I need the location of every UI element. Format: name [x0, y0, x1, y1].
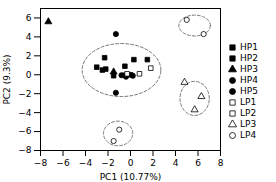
svg-text:−4: −4	[79, 158, 93, 168]
html-text:LP4: LP4	[240, 129, 257, 140]
svg-text:0: 0	[26, 70, 32, 80]
svg-text:−2: −2	[18, 89, 31, 99]
svg-text:4: 4	[26, 32, 32, 42]
html-text:HP1: HP1	[240, 41, 258, 52]
svg-text:−2: −2	[101, 158, 114, 168]
svg-text:6: 6	[26, 13, 32, 23]
svg-text:PC2 (9.3%): PC2 (9.3%)	[2, 54, 12, 104]
svg-text:−6: −6	[56, 158, 70, 168]
html-text:HP2: HP2	[240, 52, 258, 63]
html-text:HP5: HP5	[240, 85, 258, 96]
html-text:LP3: LP3	[240, 118, 257, 129]
svg-text:−6: −6	[18, 126, 32, 136]
svg-text:−4: −4	[18, 108, 32, 118]
svg-text:2: 2	[150, 158, 156, 168]
svg-text:4: 4	[173, 158, 179, 168]
html-text:LP1: LP1	[240, 96, 257, 107]
svg-text:2: 2	[26, 51, 32, 61]
svg-text:−8: −8	[34, 158, 48, 168]
html-text:HP3: HP3	[240, 63, 258, 74]
svg-text:0: 0	[128, 158, 134, 168]
html-text:HP4: HP4	[240, 74, 258, 85]
html-text:LP2: LP2	[240, 107, 257, 118]
svg-text:6: 6	[195, 158, 201, 168]
svg-text:−8: −8	[18, 145, 32, 155]
svg-text:PC1 (10.77%): PC1 (10.77%)	[100, 172, 162, 182]
svg-text:8: 8	[218, 158, 224, 168]
